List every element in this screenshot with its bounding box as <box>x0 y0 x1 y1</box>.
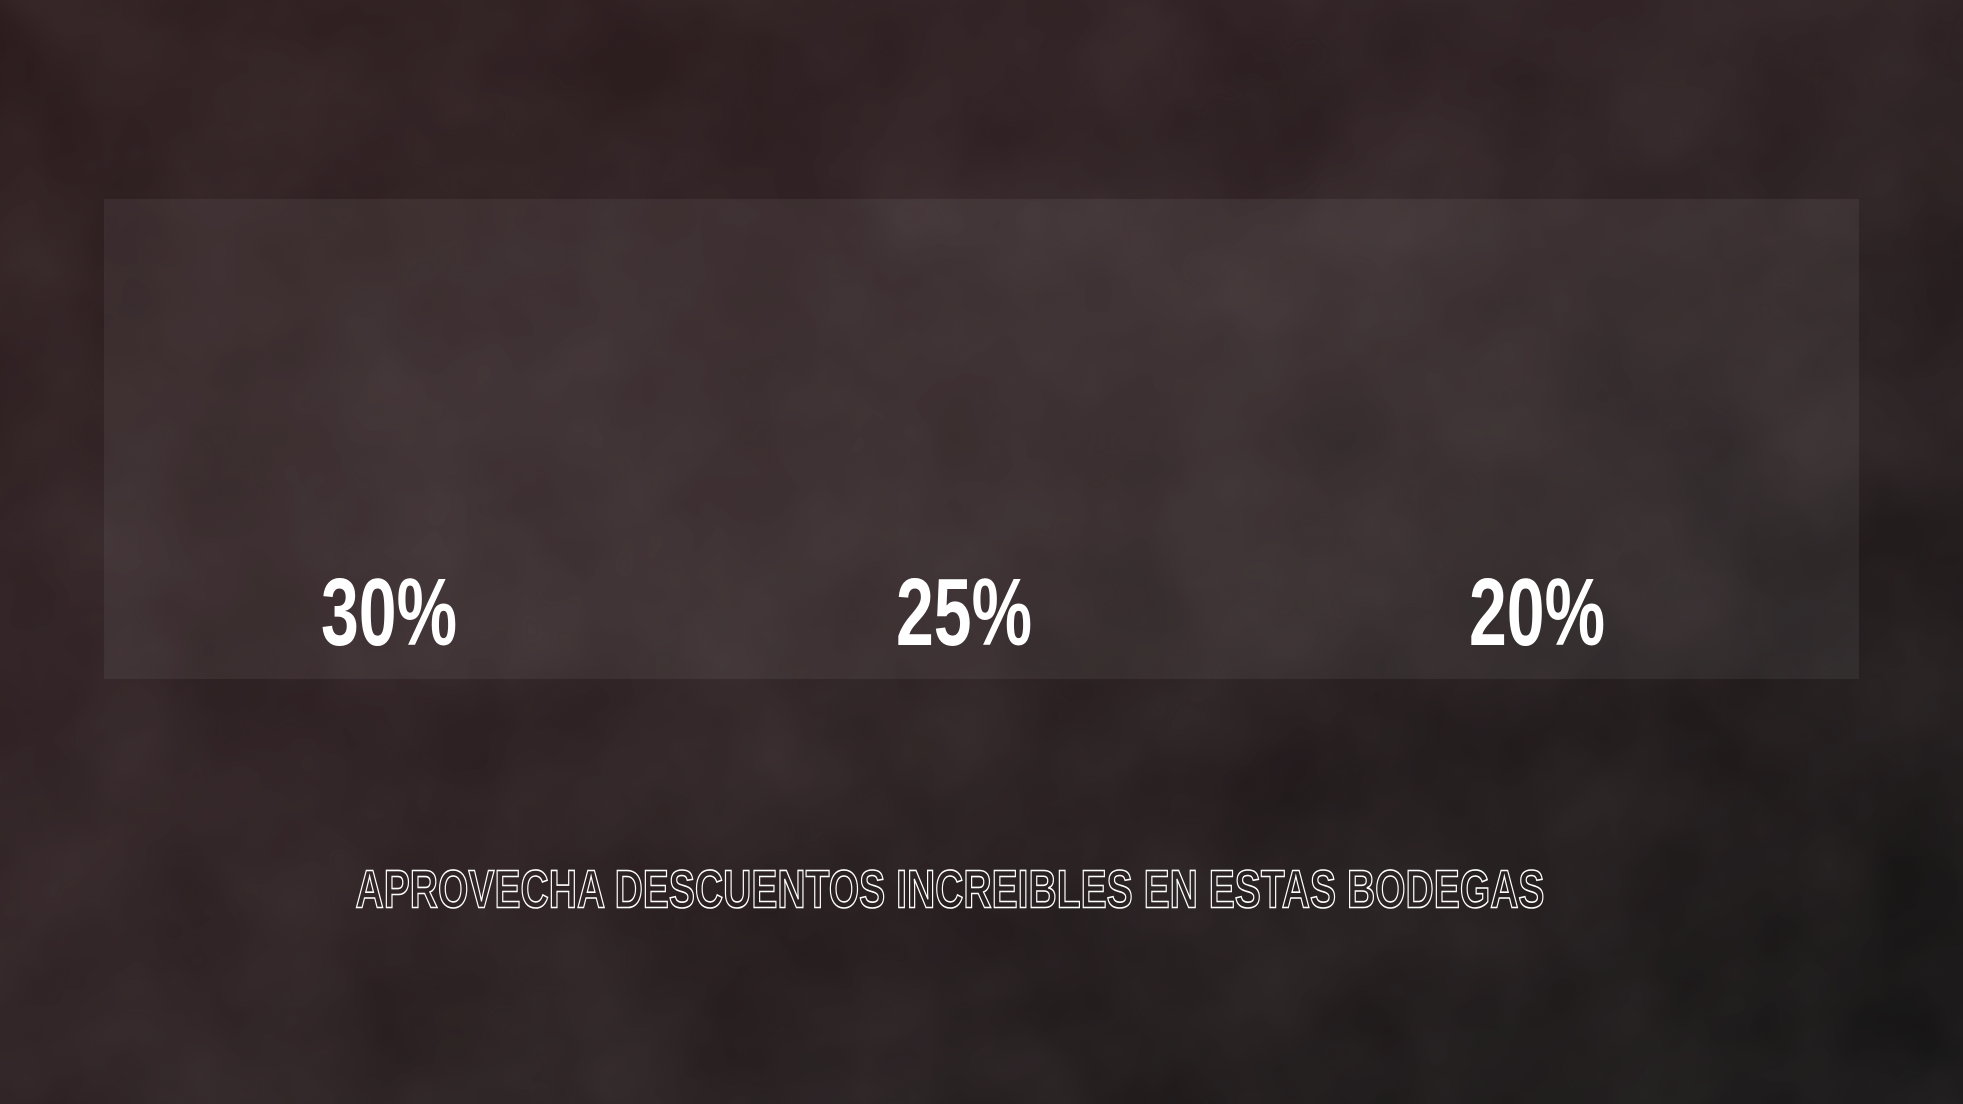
discount-value: 30% <box>321 559 457 666</box>
discount-panel <box>104 199 1859 679</box>
discount-value: 20% <box>1469 559 1605 666</box>
tagline: APROVECHA DESCUENTOS INCREIBLES EN ESTAS… <box>356 859 1545 919</box>
discount-list: 30% 25% 20% <box>321 559 1605 666</box>
discount-value: 25% <box>896 559 1032 666</box>
